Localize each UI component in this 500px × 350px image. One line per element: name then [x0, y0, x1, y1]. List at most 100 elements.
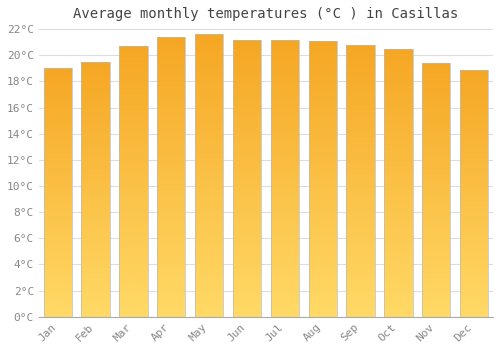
Bar: [422, 142, 450, 144]
Bar: [195, 277, 224, 280]
Bar: [157, 118, 186, 121]
Bar: [233, 192, 261, 195]
Bar: [44, 78, 72, 81]
Bar: [308, 96, 337, 99]
Bar: [233, 164, 261, 167]
Bar: [157, 171, 186, 174]
Bar: [157, 132, 186, 135]
Bar: [233, 247, 261, 250]
Bar: [346, 58, 375, 61]
Bar: [346, 216, 375, 219]
Bar: [157, 303, 186, 306]
Bar: [270, 45, 299, 48]
Bar: [422, 248, 450, 251]
Bar: [157, 222, 186, 224]
Bar: [157, 216, 186, 219]
Bar: [82, 159, 110, 161]
Bar: [346, 186, 375, 189]
Bar: [119, 222, 148, 225]
Bar: [346, 203, 375, 205]
Bar: [82, 276, 110, 279]
Bar: [422, 210, 450, 213]
Bar: [157, 62, 186, 65]
Bar: [346, 287, 375, 289]
Bar: [119, 62, 148, 65]
Bar: [384, 236, 412, 239]
Bar: [346, 137, 375, 140]
Bar: [460, 149, 488, 151]
Bar: [119, 295, 148, 298]
Bar: [384, 110, 412, 113]
Bar: [195, 142, 224, 145]
Bar: [308, 74, 337, 77]
Bar: [384, 84, 412, 86]
Bar: [82, 64, 110, 67]
Bar: [308, 146, 337, 148]
Bar: [460, 97, 488, 99]
Bar: [195, 272, 224, 274]
Bar: [119, 84, 148, 87]
Bar: [308, 217, 337, 220]
Bar: [157, 199, 186, 202]
Bar: [308, 284, 337, 286]
Bar: [460, 70, 488, 72]
Bar: [233, 187, 261, 189]
Bar: [384, 194, 412, 196]
Bar: [308, 229, 337, 231]
Bar: [346, 257, 375, 260]
Bar: [270, 145, 299, 148]
Bar: [460, 107, 488, 109]
Bar: [82, 309, 110, 312]
Bar: [44, 163, 72, 165]
Bar: [270, 156, 299, 159]
Bar: [157, 210, 186, 213]
Bar: [195, 79, 224, 82]
Bar: [422, 157, 450, 160]
Bar: [157, 308, 186, 311]
Bar: [346, 281, 375, 284]
Bar: [157, 157, 186, 160]
Bar: [270, 98, 299, 100]
Bar: [308, 234, 337, 237]
Bar: [308, 226, 337, 229]
Bar: [270, 103, 299, 106]
Bar: [82, 197, 110, 199]
Bar: [460, 102, 488, 104]
Bar: [82, 105, 110, 108]
Bar: [82, 144, 110, 146]
Bar: [346, 178, 375, 181]
Bar: [195, 60, 224, 63]
Bar: [460, 193, 488, 196]
Bar: [346, 83, 375, 85]
Bar: [44, 200, 72, 203]
Bar: [384, 244, 412, 247]
Bar: [157, 37, 186, 317]
Bar: [233, 242, 261, 245]
Bar: [233, 286, 261, 289]
Bar: [384, 172, 412, 175]
Bar: [233, 209, 261, 211]
Bar: [422, 312, 450, 314]
Bar: [422, 307, 450, 309]
Bar: [82, 205, 110, 207]
Bar: [384, 212, 412, 215]
Bar: [422, 304, 450, 307]
Bar: [270, 308, 299, 311]
Bar: [195, 82, 224, 85]
Bar: [157, 283, 186, 286]
Bar: [44, 108, 72, 111]
Bar: [157, 280, 186, 283]
Bar: [460, 295, 488, 297]
Bar: [346, 88, 375, 91]
Bar: [157, 79, 186, 82]
Bar: [422, 238, 450, 241]
Bar: [460, 154, 488, 156]
Bar: [346, 194, 375, 197]
Bar: [82, 299, 110, 301]
Bar: [308, 204, 337, 206]
Bar: [422, 104, 450, 106]
Bar: [422, 197, 450, 200]
Bar: [460, 109, 488, 112]
Bar: [44, 158, 72, 160]
Bar: [119, 201, 148, 203]
